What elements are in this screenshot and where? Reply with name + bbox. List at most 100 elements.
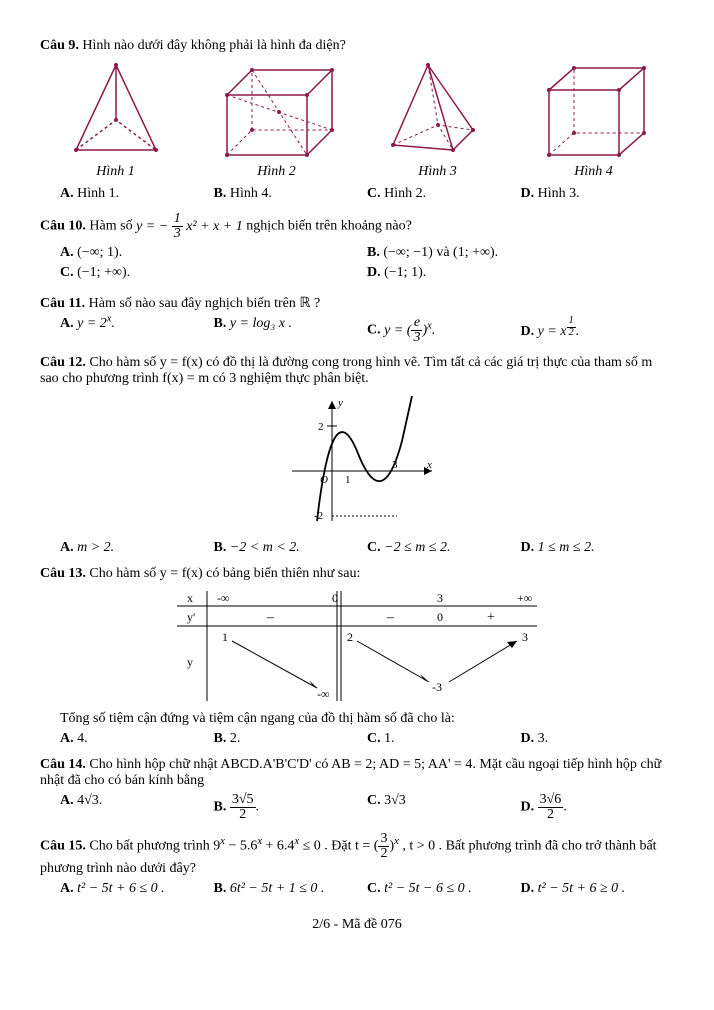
fig1-label: Hình 1 [96,164,135,179]
q10-rest: x² + x + 1 [186,219,243,234]
question-14: Câu 14. Cho hình hộp chữ nhật ABCD.A'B'C… [40,757,674,789]
g-O: O [320,474,328,486]
q9-figures: Hình 1 Hình 2 Hình 3 [40,60,674,180]
q14B-d: 2 [230,808,256,822]
t-zero: 0 [332,591,338,605]
label-D: D. [521,324,535,339]
q9-A-text: Hình 1. [77,186,119,201]
q13-D: D. 3. [521,731,675,747]
pyramid-icon [61,60,171,160]
q10-prefix: Hàm số [86,219,136,234]
q14-C-text: 3√3 [384,793,406,808]
q13-line2: Tổng số tiệm cận đứng và tiệm cận ngang … [60,711,674,727]
label-B: B. [214,316,227,331]
q9-text: Hình nào dưới đây không phải là hình đa … [79,38,346,53]
t-m1: – [266,610,275,625]
t-tthree: 3 [522,630,528,644]
q9-B-text: Hình 4. [230,186,272,201]
q15-prefix: Cho bất phương trình 9 [86,839,220,854]
q12-options: A. m > 2. B. −2 < m < 2. C. −2 ≤ m ≤ 2. … [60,540,674,556]
q15-mid1: − 5.6 [225,839,257,854]
label-C: C. [367,323,381,338]
q10-D: D. (−1; 1). [367,265,674,281]
label-A: A. [60,245,74,260]
label-D: D. [367,265,381,280]
q10-frac-n: 1 [172,212,183,227]
q12-graph-wrap: 2 -2 1 3 O x y [40,391,674,536]
fig2-cell: Hình 2 [212,60,342,180]
q14-text: Cho hình hộp chữ nhật ABCD.A'B'C'D' có A… [40,757,661,788]
q12-D: D. 1 ≤ m ≤ 2. [521,540,675,556]
fig1-cell: Hình 1 [61,60,171,180]
q15-A-text: t² − 5t + 6 ≤ 0 . [77,881,165,896]
q12-B: B. −2 < m < 2. [214,540,368,556]
fig3-cell: Hình 3 [383,60,493,180]
q9-C-text: Hình 2. [384,186,426,201]
label-B: B. [214,540,227,555]
variation-table-icon: x y' y -∞ 0 3 +∞ – – 0 + 1 2 3 -∞ -3 [167,586,547,706]
q14B-n: 3√5 [230,793,256,808]
q9-options: A. Hình 1. B. Hình 4. C. Hình 2. D. Hình… [60,186,674,202]
cube-icon [534,60,654,160]
label-D: D. [521,186,535,201]
q11A-post: . [111,316,115,331]
q15-mid3: ≤ 0 . Đặt t = [299,839,374,854]
q13-A-text: 4. [77,731,88,746]
q12-A: A. m > 2. [60,540,214,556]
g-x: x [426,459,432,471]
fig4-label: Hình 4 [574,164,613,179]
q13-D-text: 3. [538,731,549,746]
t-nthree: -3 [432,680,442,694]
q11D-pre: y = x [538,324,567,339]
q9-D-text: Hình 3. [538,186,580,201]
t-ninf2: -∞ [317,687,330,701]
q11-C: C. y = (e3)x. [367,316,521,345]
question-11: Câu 11. Hàm số nào sau đây nghịch biến t… [40,295,674,312]
t-p: + [487,610,495,625]
q12-B-text: −2 < m < 2. [230,540,300,555]
page-footer: 2/6 - Mã đề 076 [40,917,674,933]
t-ninf: -∞ [217,591,230,605]
label-C: C. [367,186,381,201]
q15-fn: 3 [378,832,389,847]
q13-table-wrap: x y' y -∞ 0 3 +∞ – – 0 + 1 2 3 -∞ -3 [40,586,674,711]
label-C: C. [367,793,381,808]
q9-A: A. Hình 1. [60,186,214,202]
label-B: B. [214,800,227,815]
q10-suffix: nghịch biến trên khoảng nào? [246,219,412,234]
q15-A: A. t² − 5t + 6 ≤ 0 . [60,881,214,897]
q11-A: A. y = 2x. [60,316,214,345]
q11D-n: 1 [567,316,576,328]
q11D-d: 2 [567,328,576,339]
label-C: C. [367,731,381,746]
question-15: Câu 15. Cho bất phương trình 9x − 5.6x +… [40,832,674,877]
prism-diag-icon [212,60,342,160]
g-3: 3 [392,459,398,471]
label-C: C. [367,881,381,896]
q9-C: C. Hình 2. [367,186,521,202]
q11A-pre: y = 2 [77,316,107,331]
label-A: A. [60,793,74,808]
label-B: B. [214,186,227,201]
q11C-post: . [432,323,436,338]
question-13: Câu 13. Cho hàm số y = f(x) có bảng biến… [40,566,674,582]
q15-C: C. t² − 5t − 6 ≤ 0 . [367,881,521,897]
q9-D: D. Hình 3. [521,186,675,202]
q9-label: Câu 9. [40,38,79,53]
q11C-n: e [411,316,422,331]
q11D-post: . [576,324,580,339]
t-m2: – [386,610,395,625]
fig2-label: Hình 2 [257,164,296,179]
q15-D: D. t² − 5t + 6 ≥ 0 . [521,881,675,897]
t-two: 2 [347,630,353,644]
label-D: D. [521,881,535,896]
question-9: Câu 9. Hình nào dưới đây không phải là h… [40,38,674,54]
q14D-post: . [563,800,567,815]
label-D: D. [521,800,535,815]
t-y1: y' [187,610,195,624]
q14-C: C. 3√3 [367,793,521,822]
q15-mid2: + 6.4 [262,839,294,854]
q14-label: Câu 14. [40,757,86,772]
label-D: D. [521,731,535,746]
t-pinf: +∞ [517,591,532,605]
